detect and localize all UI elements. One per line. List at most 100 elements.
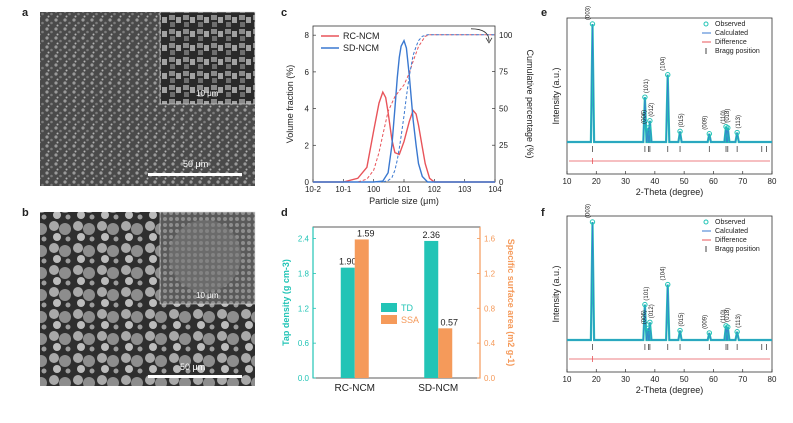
x-tick-label-c: 103 bbox=[458, 185, 472, 194]
observed-marker-e bbox=[645, 125, 652, 131]
sem-inset-scale-a: 10 μm bbox=[196, 89, 219, 98]
y2-tick-label-d: 1.2 bbox=[484, 269, 496, 278]
observed-marker-e bbox=[647, 118, 653, 124]
y2-tick-label-d: 0.4 bbox=[484, 339, 496, 348]
bar-td bbox=[340, 267, 355, 378]
hkl-label-e: (003) bbox=[585, 6, 591, 20]
legend-label-f: Difference bbox=[715, 237, 747, 244]
x-tick-label-f: 80 bbox=[768, 375, 777, 384]
legend-label-e: Observed bbox=[715, 21, 745, 28]
hkl-label-e: (018) bbox=[725, 109, 731, 123]
bar-label-td: 1.90 bbox=[339, 257, 357, 267]
x-tick-label-f: 40 bbox=[650, 375, 659, 384]
observed-marker-e bbox=[642, 94, 648, 100]
observed-marker-f bbox=[647, 319, 653, 325]
bar-ssa bbox=[354, 239, 369, 378]
x-axis-label-c: Particle size (μm) bbox=[369, 196, 439, 206]
hkl-label-e: (006) bbox=[641, 110, 647, 124]
x-tick-label-f: 70 bbox=[738, 375, 747, 384]
plot-frame-d bbox=[312, 226, 481, 379]
legend-label-f: Calculated bbox=[715, 228, 748, 235]
y-tick-label-d: 0.6 bbox=[298, 339, 310, 348]
hkl-label-f: (101) bbox=[644, 287, 650, 301]
sem-image-a: 10 μm 50 μm bbox=[40, 11, 256, 186]
sem-inset-a bbox=[159, 11, 256, 105]
x-tick-label-c: 101 bbox=[397, 185, 411, 194]
y-tick-label-d: 1.2 bbox=[298, 304, 310, 313]
y-tick-label-d: 1.8 bbox=[298, 269, 310, 278]
bar-ssa bbox=[438, 328, 453, 378]
category-label-d: SD-NCM bbox=[418, 383, 458, 394]
hkl-label-e: (012) bbox=[649, 103, 655, 117]
scale-bar-a bbox=[148, 173, 242, 176]
hkl-label-e: (015) bbox=[679, 113, 685, 127]
observed-marker-f bbox=[706, 330, 713, 336]
observed-marker-f bbox=[725, 324, 731, 330]
hkl-label-e: (101) bbox=[644, 79, 650, 93]
x-tick-label-c: 10-1 bbox=[335, 185, 352, 194]
legend-swatch-d bbox=[381, 315, 397, 324]
hkl-label-f: (113) bbox=[736, 314, 742, 328]
y-tick-label-d: 0.0 bbox=[298, 374, 310, 383]
plot-frame-f bbox=[566, 215, 773, 373]
chart-panel-d: 0.0 0.6 1.2 1.8 2.4 0.0 0.4 0.8 1.2 1.6 Tap densit… bbox=[281, 226, 516, 394]
cumulative-axis-arrowhead bbox=[485, 37, 493, 44]
observed-marker-e bbox=[725, 125, 731, 131]
x-tick-label-e: 80 bbox=[768, 177, 777, 186]
legend-label-f: Bragg position bbox=[715, 246, 760, 253]
legend-label-f: Observed bbox=[715, 219, 745, 226]
legend-swatch-d bbox=[381, 303, 397, 312]
observed-marker-e bbox=[677, 128, 683, 135]
legend-swatch-f bbox=[703, 219, 709, 225]
y2-tick-label-d: 0.8 bbox=[484, 304, 496, 313]
hkl-label-e: (104) bbox=[661, 57, 667, 71]
legend-label-c: SD-NCM bbox=[343, 43, 379, 53]
panel-label-b: b bbox=[22, 207, 29, 219]
observed-marker-f bbox=[589, 219, 596, 225]
x-tick-label-e: 10 bbox=[563, 177, 572, 186]
y-tick-label-c: 4 bbox=[305, 105, 310, 114]
hkl-label-f: (110) bbox=[721, 309, 727, 323]
hkl-label-e: (113) bbox=[736, 115, 742, 129]
y2-tick-label-c: 75 bbox=[499, 68, 508, 77]
panel-label-d: d bbox=[281, 207, 288, 219]
x-tick-label-f: 50 bbox=[680, 375, 689, 384]
panel-label-a: a bbox=[22, 7, 29, 19]
x-tick-label-f: 60 bbox=[709, 375, 718, 384]
y-axis-label-d: Tap density (g cm-3) bbox=[281, 259, 291, 346]
hkl-label-f: (015) bbox=[679, 313, 685, 327]
legend-label-e: Difference bbox=[715, 39, 747, 46]
y-axis-label-c: Volume fraction (%) bbox=[285, 65, 295, 144]
y-tick-label-c: 8 bbox=[305, 31, 310, 40]
x-tick-label-e: 30 bbox=[621, 177, 630, 186]
legend-label-d: SSA bbox=[401, 315, 419, 325]
x-tick-label-e: 20 bbox=[592, 177, 601, 186]
x-tick-label-c: 102 bbox=[428, 185, 442, 194]
observed-marker-f bbox=[665, 281, 671, 288]
cumulative-axis-arrow bbox=[470, 28, 490, 41]
y-axis-label-f: Intensity (a.u.) bbox=[551, 265, 561, 322]
observed-marker-f bbox=[677, 327, 683, 334]
hkl-label-f: (012) bbox=[649, 304, 655, 318]
series-line-cumulative-rc-ncm bbox=[313, 34, 495, 183]
observed-marker-f bbox=[642, 301, 648, 308]
hkl-label-f: (006) bbox=[641, 310, 647, 324]
sem-image-b: 10 μm 50 μm bbox=[40, 211, 256, 386]
x-tick-label-e: 60 bbox=[709, 177, 718, 186]
y-tick-label-c: 2 bbox=[305, 141, 310, 150]
hkl-label-f: (104) bbox=[661, 267, 667, 281]
x-tick-label-c: 100 bbox=[367, 185, 381, 194]
panel-label-f: f bbox=[541, 207, 545, 219]
observed-marker-f bbox=[645, 325, 652, 331]
observed-marker-f bbox=[734, 329, 740, 335]
y2-tick-label-d: 1.6 bbox=[484, 235, 496, 244]
y-tick-label-d: 2.4 bbox=[298, 235, 310, 244]
x-tick-label-e: 50 bbox=[680, 177, 689, 186]
hkl-label-f: (018) bbox=[725, 308, 731, 322]
legend-label-e: Calculated bbox=[715, 30, 748, 37]
x-tick-label-c: 10-2 bbox=[305, 185, 322, 194]
bar-label-td: 2.36 bbox=[422, 230, 440, 240]
y2-axis-label-c: Cumulative percentage (%) bbox=[525, 49, 535, 158]
plot-frame-e bbox=[566, 17, 773, 175]
